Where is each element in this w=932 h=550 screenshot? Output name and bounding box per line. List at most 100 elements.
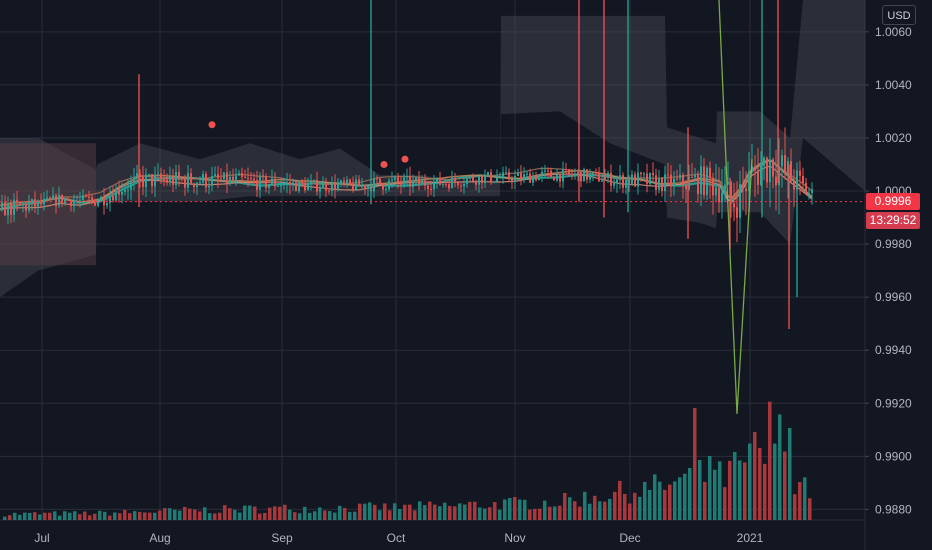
volume-bar [138, 511, 142, 520]
volume-bar [13, 512, 17, 520]
volume-bar [673, 481, 677, 520]
candle-body [196, 182, 198, 188]
price-tick-label: 0.9900 [875, 449, 912, 463]
candle-body [325, 183, 327, 191]
candle-body [205, 174, 207, 188]
candle-body [703, 166, 705, 196]
candle-body [418, 177, 420, 184]
volume-bar [43, 512, 47, 520]
candle-body [604, 177, 606, 181]
candle-body [394, 177, 396, 180]
volume-bar [703, 481, 707, 520]
candle-body [319, 188, 321, 192]
volume-bar [358, 503, 362, 520]
time-axis[interactable]: Jul Aug Sep Oct Nov Dec 2021 [34, 531, 763, 545]
candle-body [811, 189, 813, 193]
volume-bar [218, 512, 222, 520]
volume-bar [198, 511, 202, 520]
candle-body [4, 202, 6, 216]
candle-body [94, 199, 96, 206]
candle-body [523, 174, 525, 180]
volume-bar [103, 511, 107, 520]
candle-body [436, 177, 438, 183]
candle-body [595, 172, 597, 174]
candle-body [781, 155, 783, 167]
candle-body [295, 182, 297, 192]
candle-body [481, 176, 483, 184]
candle-body [634, 174, 636, 187]
candle-body [430, 188, 432, 190]
volume-bar [478, 507, 482, 520]
time-tick-label: Sep [271, 531, 293, 545]
price-axis[interactable]: 1.00601.00401.00201.00000.99800.99600.99… [865, 25, 912, 517]
candle-body [355, 179, 357, 190]
volume-bar [678, 477, 682, 520]
candle-body [22, 204, 24, 206]
candle-body [517, 173, 519, 176]
candle-body [691, 176, 693, 178]
price-tick-label: 0.9980 [875, 237, 912, 251]
candle-body [229, 176, 231, 184]
candle-body [163, 179, 165, 181]
candle-body [619, 175, 621, 180]
candle-body [310, 181, 312, 185]
volume-bar [303, 506, 307, 520]
candle-body [505, 172, 507, 174]
time-tick-label: Dec [619, 531, 640, 545]
candle-body [790, 161, 792, 182]
volume-bar [8, 515, 12, 520]
volume-bar [383, 503, 387, 520]
candle-body [157, 173, 159, 175]
candle-body [772, 159, 774, 177]
volume-bar [368, 502, 372, 520]
candle-body [376, 178, 378, 180]
candle-body [343, 180, 345, 184]
volume-bar [723, 487, 727, 520]
candle-body [322, 183, 324, 189]
candle-body [250, 178, 252, 180]
candle-body [712, 178, 714, 196]
candle-body [667, 174, 669, 176]
candle-body [7, 203, 9, 216]
volume-bar [453, 506, 457, 520]
cloud-area [0, 0, 865, 298]
volume-bar [563, 492, 567, 520]
candle-body [193, 183, 195, 188]
volume-bar [698, 460, 702, 520]
currency-button[interactable]: USD [882, 5, 916, 25]
volume-bar [98, 510, 102, 520]
candle-body [37, 200, 39, 207]
volume-bar [263, 512, 267, 520]
candle-body [103, 196, 105, 206]
volume-bar [508, 497, 512, 520]
candle-body [316, 179, 318, 192]
candle-body [499, 177, 501, 179]
time-tick-label: Jul [34, 531, 49, 545]
candle-body [469, 176, 471, 179]
candle-body [526, 173, 528, 175]
candle-body [550, 170, 552, 177]
candle-body [442, 183, 444, 185]
volume-bar [438, 506, 442, 520]
candle-body [202, 174, 204, 183]
volume-bar [548, 506, 552, 520]
candle-body [694, 174, 696, 178]
candle-body [784, 155, 786, 173]
volume-bar [588, 503, 592, 520]
candle-body [484, 175, 486, 184]
volume-bar [733, 451, 737, 520]
candle-body [547, 170, 549, 172]
candle-body [85, 195, 87, 197]
candle-body [520, 173, 522, 180]
candle-body [214, 174, 216, 177]
candle-body [646, 173, 648, 184]
candle-body [118, 188, 120, 195]
candle-body [358, 179, 360, 186]
candle-body [697, 174, 699, 195]
candle-body [280, 185, 282, 187]
candle-body [199, 182, 201, 184]
candle-body [577, 172, 579, 174]
candle-body [88, 196, 90, 198]
